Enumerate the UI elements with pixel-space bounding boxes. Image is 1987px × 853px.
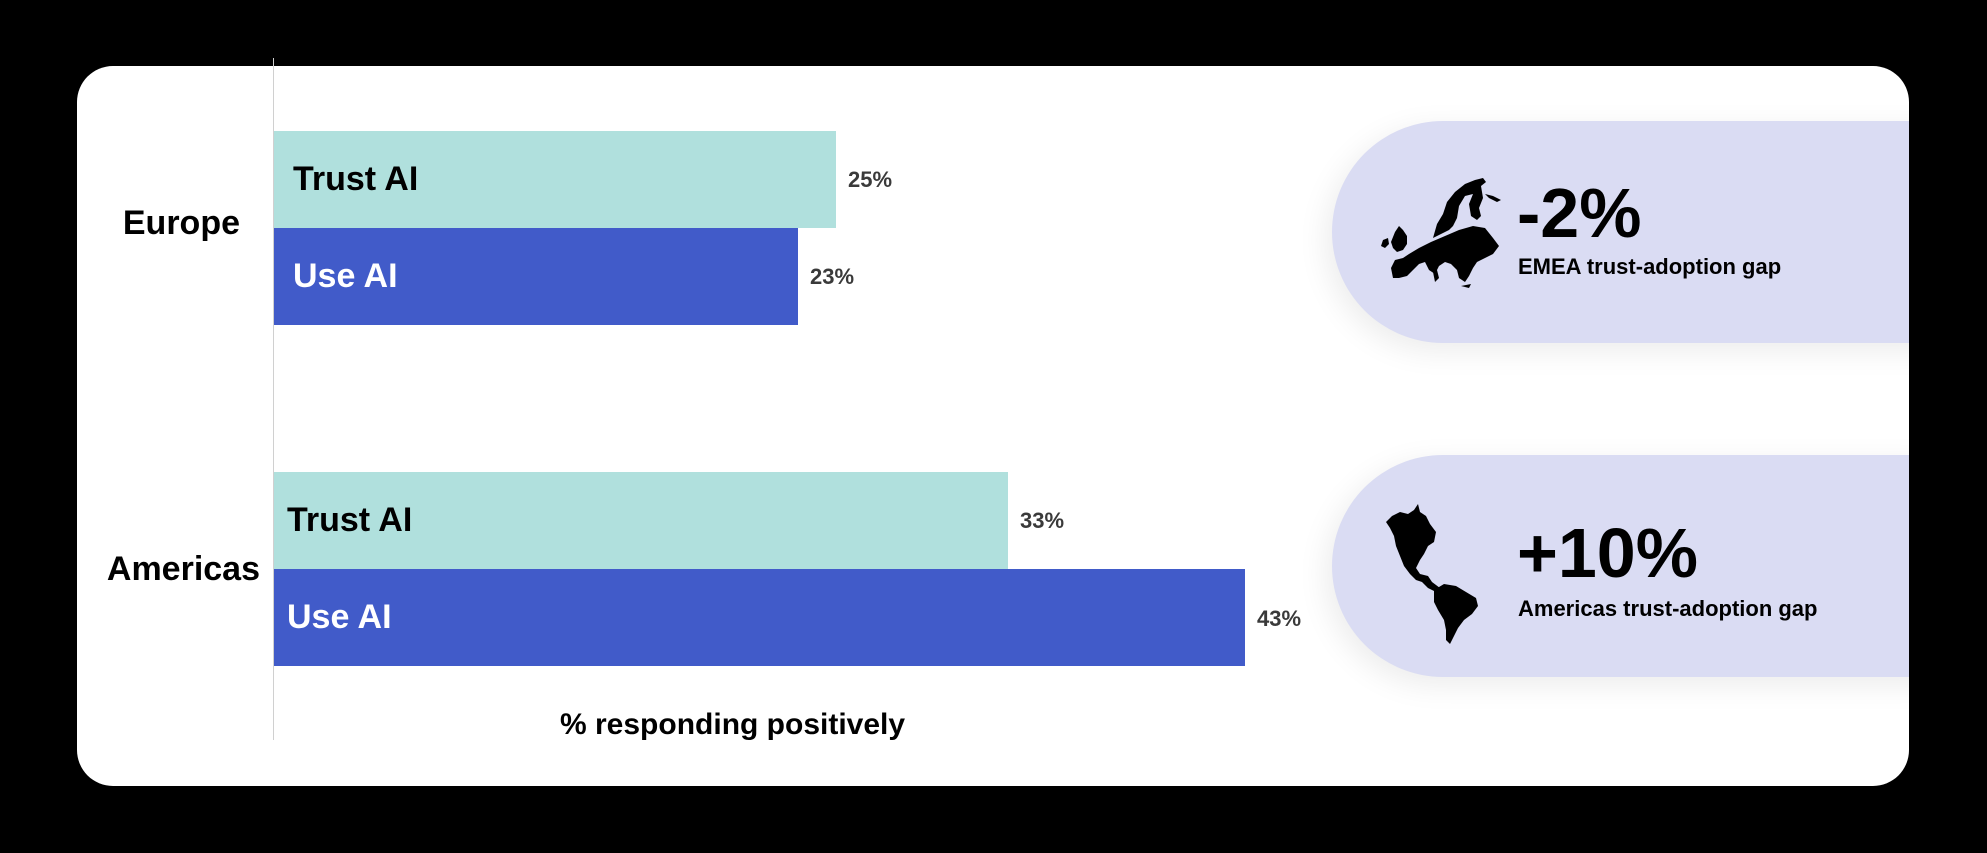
bar-europe-trust[interactable]: Trust AI <box>274 131 836 228</box>
europe-map-icon <box>1381 178 1501 288</box>
value-label-americas-use: 43% <box>1257 606 1302 631</box>
americas-map-icon <box>1386 504 1478 644</box>
value-label-americas-trust: 33% <box>1020 508 1065 533</box>
bar-label: Trust AI <box>287 501 413 539</box>
bar-label: Use AI <box>293 257 398 295</box>
bar-europe-use[interactable]: Use AI <box>274 228 798 325</box>
y-axis-line <box>273 58 274 740</box>
x-axis-label: % responding positively <box>560 708 906 741</box>
bar-americas-use[interactable]: Use AI <box>274 569 1245 666</box>
region-label-americas: Americas <box>106 550 260 588</box>
callout-emea <box>1332 121 1909 343</box>
gap-caption-americas: Americas trust-adoption gap <box>1518 596 1818 621</box>
region-label-europe: Europe <box>122 204 240 242</box>
gap-value-americas: +10% <box>1517 514 1698 592</box>
callouts-container <box>1332 121 1909 677</box>
gap-value-emea: -2% <box>1517 174 1642 252</box>
gap-caption-emea: EMEA trust-adoption gap <box>1518 254 1782 279</box>
value-label-europe-use: 23% <box>810 264 855 289</box>
callout-americas <box>1332 455 1909 677</box>
bar-americas-trust[interactable]: Trust AI <box>274 472 1008 569</box>
bar-label: Trust AI <box>293 160 419 198</box>
bar-label: Use AI <box>287 598 392 636</box>
value-label-europe-trust: 25% <box>848 167 893 192</box>
